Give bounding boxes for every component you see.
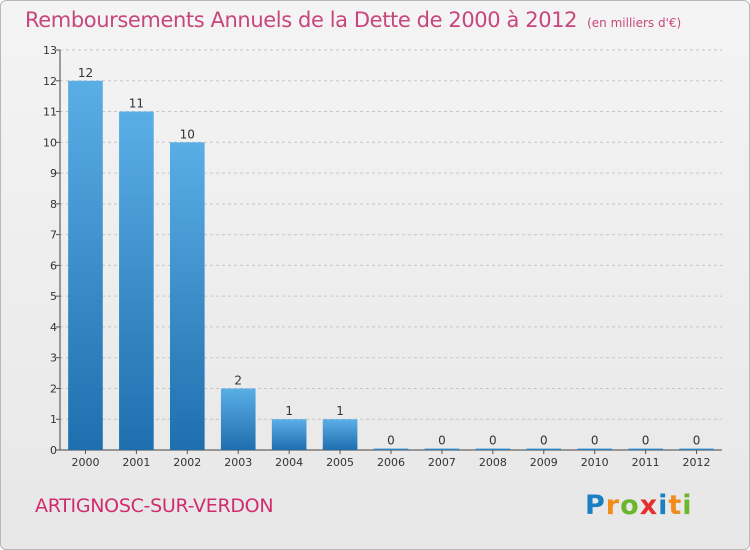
bar bbox=[169, 142, 205, 451]
x-tick-label: 2001 bbox=[122, 456, 150, 469]
bar bbox=[271, 419, 307, 450]
y-tick-label: 6 bbox=[50, 259, 57, 272]
y-tick-label: 10 bbox=[43, 136, 57, 149]
proxiti-logo: Proxiti bbox=[585, 490, 693, 521]
x-tick-label: 2000 bbox=[71, 456, 99, 469]
y-tick-label: 7 bbox=[50, 229, 57, 242]
bar bbox=[68, 80, 103, 451]
logo-letter: P bbox=[585, 490, 606, 521]
commune-name: ARTIGNOSC-SUR-VERDON bbox=[35, 495, 274, 517]
x-tick-label: 2003 bbox=[224, 456, 252, 469]
y-tick-label: 4 bbox=[50, 321, 57, 334]
logo-letter: o bbox=[620, 490, 640, 521]
data-label: 12 bbox=[78, 66, 93, 80]
bar bbox=[628, 448, 663, 450]
y-tick-label: 9 bbox=[50, 167, 57, 180]
y-tick-label: 11 bbox=[43, 106, 57, 119]
bar bbox=[220, 388, 256, 450]
bar bbox=[679, 448, 714, 450]
data-label: 0 bbox=[693, 434, 701, 448]
data-label: 0 bbox=[489, 434, 497, 448]
data-label: 0 bbox=[591, 434, 599, 448]
data-label: 1 bbox=[285, 404, 293, 418]
x-tick-label: 2011 bbox=[632, 456, 660, 469]
bar bbox=[322, 419, 358, 450]
logo-letter: x bbox=[639, 490, 659, 521]
data-label: 2 bbox=[234, 373, 242, 387]
x-tick-label: 2009 bbox=[530, 456, 558, 469]
logo-letter: i bbox=[682, 490, 693, 521]
logo-letter: t bbox=[668, 490, 683, 521]
bar bbox=[526, 448, 562, 450]
bar bbox=[373, 448, 409, 450]
bar bbox=[119, 111, 154, 451]
x-tick-label: 2008 bbox=[479, 456, 507, 469]
x-tick-label: 2005 bbox=[326, 456, 354, 469]
data-label: 0 bbox=[438, 434, 446, 448]
data-label: 10 bbox=[180, 127, 195, 141]
bar bbox=[577, 448, 613, 450]
x-tick-label: 2002 bbox=[173, 456, 201, 469]
x-tick-label: 2004 bbox=[275, 456, 303, 469]
y-tick-label: 3 bbox=[50, 352, 57, 365]
y-tick-label: 13 bbox=[43, 44, 57, 57]
x-tick-label: 2007 bbox=[428, 456, 456, 469]
y-tick-label: 0 bbox=[50, 444, 57, 457]
y-tick-label: 12 bbox=[43, 75, 57, 88]
bar bbox=[424, 448, 460, 450]
x-tick-label: 2006 bbox=[377, 456, 405, 469]
x-tick-label: 2012 bbox=[683, 456, 711, 469]
data-label: 1 bbox=[336, 404, 344, 418]
x-tick-label: 2010 bbox=[581, 456, 609, 469]
chart-title-text: Remboursements Annuels de la Dette de 20… bbox=[25, 8, 578, 32]
data-label: 0 bbox=[642, 434, 650, 448]
logo-letter: r bbox=[605, 490, 621, 521]
y-tick-label: 8 bbox=[50, 198, 57, 211]
chart-title: Remboursements Annuels de la Dette de 20… bbox=[25, 8, 681, 32]
y-tick-label: 1 bbox=[50, 413, 57, 426]
y-tick-label: 2 bbox=[50, 382, 57, 395]
data-label: 0 bbox=[387, 434, 395, 448]
data-label: 0 bbox=[540, 434, 548, 448]
bar bbox=[475, 448, 511, 450]
y-tick-label: 5 bbox=[50, 290, 57, 303]
data-label: 11 bbox=[129, 97, 144, 111]
chart-subtitle: (en milliers d'€) bbox=[587, 16, 682, 30]
logo-letter: i bbox=[658, 490, 669, 521]
